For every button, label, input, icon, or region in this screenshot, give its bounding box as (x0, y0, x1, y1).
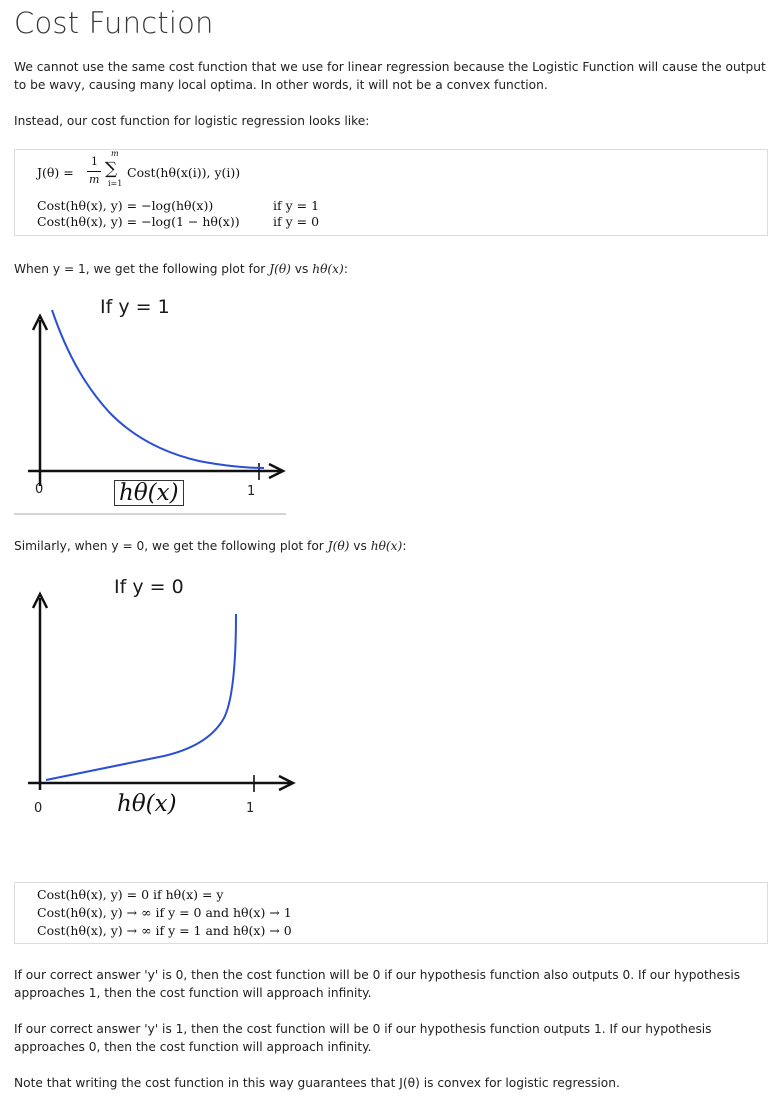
limit-line-1: Cost(hθ(x), y) = 0 if hθ(x) = y (37, 887, 224, 902)
y0-explanation: If our correct answer 'y' is 0, then the… (14, 968, 741, 1000)
plot-y0-tick-0-label: 0 (34, 801, 43, 816)
plot-y1: If y = 1 0 1 hθ(x) (14, 290, 286, 516)
plot1-caption-j: J(θ) (269, 262, 291, 276)
plot-y1-canvas (14, 309, 286, 515)
plot2-caption-prefix: Similarly, when y = 0, we get the follow… (14, 539, 328, 553)
frac-denominator: m (89, 173, 100, 186)
plot-y0-curve (45, 613, 237, 781)
plot-y0-title: If y = 0 (114, 576, 184, 598)
plot-y0-y-arrow (31, 591, 49, 609)
plot-y1-tick-0-label: 0 (35, 482, 44, 497)
plot-y1-title: If y = 1 (100, 296, 170, 318)
convexity-note: Note that writing the cost function in t… (14, 1076, 620, 1090)
plot-y0-x-variable: hθ(x) (117, 791, 177, 817)
intro-paragraph: We cannot use the same cost function tha… (14, 60, 766, 92)
cost-limits-block: Cost(hθ(x), y) = 0 if hθ(x) = y Cost(hθ(… (14, 882, 768, 944)
limit-line-3: Cost(hθ(x), y) → ∞ if y = 1 and hθ(x) → … (37, 923, 292, 938)
cost-line-y1: Cost(hθ(x), y) = −log(hθ(x)) (37, 198, 214, 213)
plot-y1-tick-1-label: 1 (247, 484, 256, 499)
plot1-caption-vs: vs (290, 262, 313, 276)
instead-paragraph: Instead, our cost function for logistic … (14, 114, 370, 128)
fraction-bar (87, 171, 101, 172)
plot-y1-curve (51, 309, 265, 469)
sum-body: Cost(hθ(x(i)), y(i)) (127, 165, 241, 180)
sum-lower-limit: i=1 (108, 179, 123, 188)
sum-sign: ∑ (105, 159, 118, 179)
frac-numerator: 1 (91, 155, 98, 168)
y1-explanation: If our correct answer 'y' is 1, then the… (14, 1022, 712, 1054)
plot1-caption-suffix: : (343, 262, 348, 276)
plot-y0: If y = 0 0 1 hθ(x) (14, 568, 304, 830)
plot-y0-canvas (28, 591, 296, 792)
plot2-caption-h: hθ(x) (370, 539, 403, 553)
cost-line-y0: Cost(hθ(x), y) = −log(1 − hθ(x)) (37, 214, 240, 229)
plot2-caption-j: J(θ) (327, 539, 350, 553)
plot1-caption-prefix: When y = 1, we get the following plot fo… (14, 262, 270, 276)
plot1-caption-h: hθ(x) (312, 262, 344, 276)
cost-cond-y0: if y = 0 (273, 214, 320, 229)
plot2-caption-vs: vs (349, 539, 371, 553)
plot-y0-tick-1-label: 1 (246, 801, 255, 816)
plot2-caption: Similarly, when y = 0, we get the follow… (14, 537, 406, 555)
cost-formula-block: J(θ) = 1 m m ∑ i=1 Cost(hθ(x(i)), y(i)) … (14, 149, 768, 236)
limit-line-2: Cost(hθ(x), y) → ∞ if y = 0 and hθ(x) → … (37, 905, 292, 920)
j-lhs: J(θ) = (37, 165, 74, 180)
plot-y0-x-arrow (278, 774, 296, 792)
page-title: Cost Function (14, 6, 214, 40)
plot-y1-x-variable: hθ(x) (114, 480, 184, 506)
plot-y1-x-arrow (268, 462, 286, 480)
cost-cond-y1: if y = 1 (273, 198, 320, 213)
plot2-caption-suffix: : (402, 539, 407, 553)
plot-y1-y-arrow (31, 313, 49, 331)
sum-upper-limit: m (111, 149, 119, 158)
plot1-caption: When y = 1, we get the following plot fo… (14, 260, 348, 278)
